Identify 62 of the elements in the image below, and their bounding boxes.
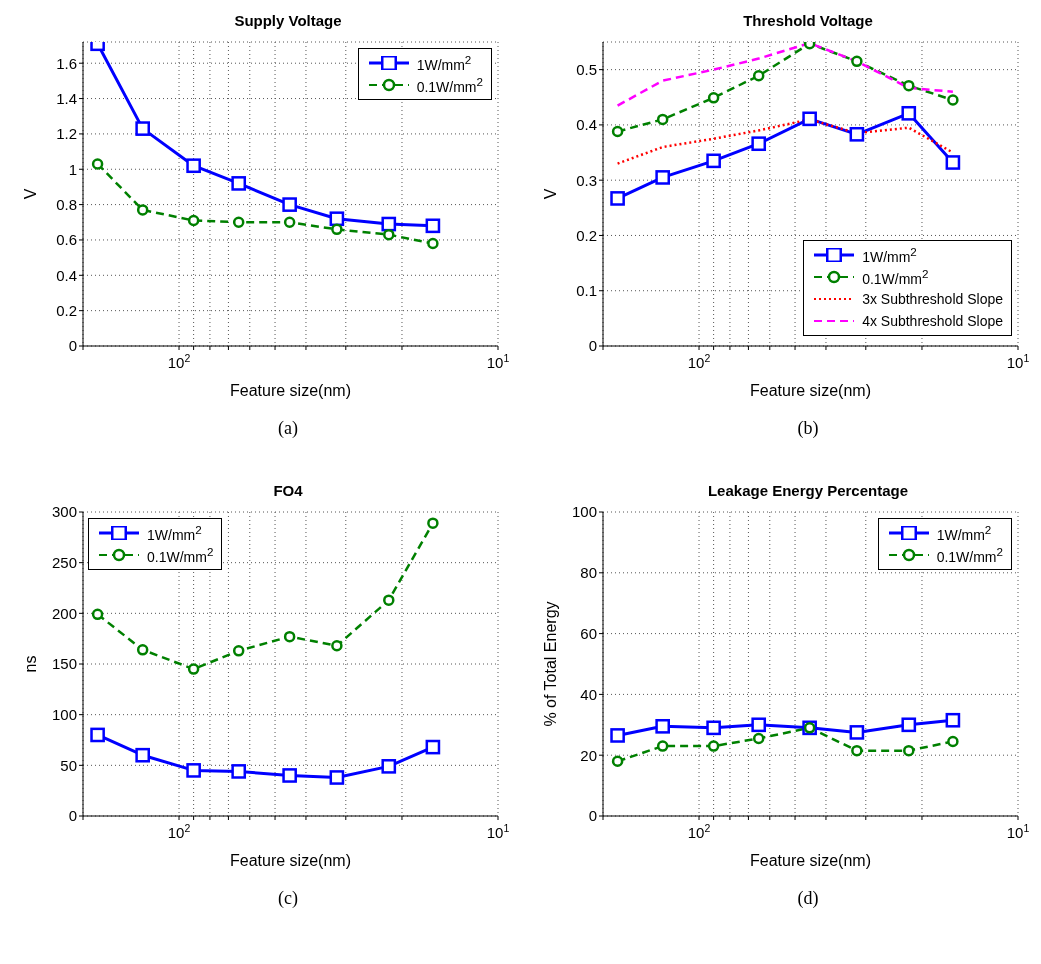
y-axis-title: ns — [21, 655, 39, 673]
y-tick-label: 60 — [580, 624, 597, 642]
x-tick-label: 10$^{1}$ — [1006, 822, 1030, 841]
y-tick-label: 100 — [51, 705, 77, 723]
y-tick-label: 0.2 — [576, 226, 597, 244]
text: (c) — [277, 888, 299, 909]
text: (d) — [796, 888, 820, 909]
x-axis-title: Feature size(nm) — [750, 382, 871, 399]
legend-label: 1W/mm$^{2}$ — [936, 523, 992, 543]
text: (b) — [796, 418, 820, 439]
text: (a) — [277, 418, 299, 439]
x-tick-label: 10$^{1}$ — [1006, 352, 1030, 371]
chart-title: Leakage Energy Percentage — [706, 482, 910, 499]
y-tick-label: 250 — [51, 553, 77, 571]
x-axis-title: Feature size(nm) — [230, 382, 351, 399]
y-tick-label: 1.6 — [56, 54, 77, 72]
y-tick-label: 0.4 — [576, 116, 597, 134]
chart-title: Threshold Voltage — [742, 12, 874, 29]
y-tick-label: 20 — [580, 746, 597, 764]
x-tick-label: 10$^{1}$ — [486, 352, 510, 371]
legend-label: 0.1W/mm$^{2}$ — [936, 545, 1003, 565]
legend-label: 1W/mm$^{2}$ — [862, 245, 917, 265]
x-tick-label: 10$^{2}$ — [167, 352, 191, 371]
legend-label: 0.1W/mm$^{2}$ — [147, 545, 214, 565]
legend-label: 0.1W/mm$^{2}$ — [416, 75, 483, 95]
y-tick-label: 0.3 — [576, 171, 597, 189]
x-tick-label: 10$^{1}$ — [486, 822, 510, 841]
x-tick-label: 10$^{2}$ — [687, 822, 711, 841]
y-tick-label: 0.5 — [576, 60, 597, 78]
y-tick-label: 0 — [588, 337, 597, 355]
y-tick-label: 0 — [68, 337, 77, 355]
y-axis-title: V — [541, 188, 559, 200]
y-tick-label: 300 — [51, 503, 77, 521]
y-tick-label: 80 — [580, 564, 597, 582]
y-tick-label: 0 — [588, 807, 597, 825]
x-tick-label: 10$^{2}$ — [167, 822, 191, 841]
y-tick-label: 0.8 — [56, 195, 77, 213]
legend-label: 4x Subthreshold Slope — [862, 313, 1003, 329]
chart-title: FO4 — [272, 482, 304, 499]
y-axis-title: V — [21, 188, 39, 200]
x-axis-title: Feature size(nm) — [230, 852, 351, 869]
y-axis-title: % of Total Energy — [541, 601, 559, 727]
y-tick-label: 0.4 — [56, 266, 77, 284]
legend-label: 3x Subthreshold Slope — [862, 291, 1003, 307]
y-tick-label: 1 — [68, 160, 77, 178]
legend-label: 1W/mm$^{2}$ — [147, 523, 202, 543]
y-tick-label: 40 — [580, 685, 597, 703]
y-tick-label: 100 — [571, 503, 597, 521]
chart-title: Supply Voltage — [233, 12, 343, 29]
x-tick-label: 10$^{2}$ — [687, 352, 711, 371]
y-tick-label: 50 — [60, 756, 77, 774]
legend-label: 1W/mm$^{2}$ — [416, 53, 472, 73]
x-axis-title: Feature size(nm) — [750, 852, 871, 869]
y-tick-label: 0.6 — [56, 231, 77, 249]
y-tick-label: 0.2 — [56, 301, 77, 319]
y-tick-label: 200 — [51, 604, 77, 622]
y-tick-label: 1.4 — [56, 89, 77, 107]
y-tick-label: 0 — [68, 807, 77, 825]
y-tick-label: 150 — [51, 655, 77, 673]
legend-label: 0.1W/mm$^{2}$ — [862, 267, 929, 287]
y-tick-label: 0.1 — [576, 282, 597, 300]
y-tick-label: 1.2 — [56, 125, 77, 143]
